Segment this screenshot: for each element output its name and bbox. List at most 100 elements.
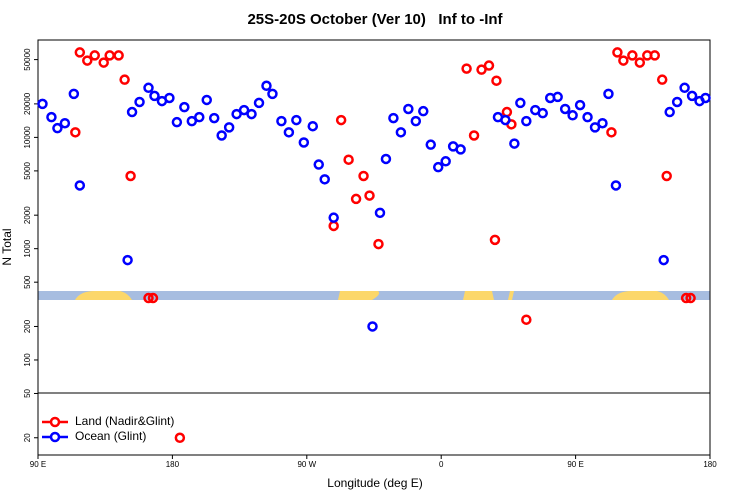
point [74,180,86,191]
point [59,117,71,129]
y-axis-label: N Total [0,228,14,265]
y-tick-label: 500 [23,275,32,289]
point [679,82,690,94]
point [685,292,696,304]
point [261,80,272,92]
point [208,112,220,124]
point [231,108,242,120]
point [661,170,672,182]
point [358,170,369,182]
point [194,111,205,123]
point [171,116,183,128]
point [186,115,198,127]
point [119,74,130,85]
point [174,432,186,444]
point [440,156,451,167]
point [52,122,63,134]
plot-frame [37,39,711,456]
y-tick-label: 20 [23,433,32,442]
point [610,180,622,191]
point [238,104,250,116]
x-tick-label: 180 [703,460,717,469]
point [113,50,124,61]
point [432,161,444,173]
point [574,99,586,111]
point [89,50,100,61]
chart-title: 25S-20S October (Ver 10) Inf to -Inf [247,11,503,28]
point [634,57,646,68]
point [313,159,324,170]
point [686,90,698,102]
point [425,139,436,150]
point [649,50,660,61]
point [253,97,265,109]
point [283,127,295,138]
point [201,94,212,106]
point [612,47,623,58]
point [537,107,548,119]
point [328,220,339,232]
y-tick-label: 50000 [23,48,32,71]
x-axis-label: Longitude (deg E) [327,476,422,490]
legend: Land (Nadir&Glint)Ocean (Glint) [42,414,174,443]
point [476,64,487,75]
point [350,193,362,205]
legend-marker [49,416,61,428]
point [483,60,495,71]
point [606,127,617,138]
point [582,111,593,123]
point [307,120,319,132]
point [364,190,375,201]
point [418,105,429,117]
point [82,55,93,66]
point [276,115,287,127]
point [509,138,520,149]
point [267,88,278,100]
point [216,130,227,141]
point [246,108,257,120]
point [515,97,526,109]
legend-marker [49,431,61,443]
point [134,96,145,108]
x-tick-label: 90 E [30,460,46,469]
point [671,96,683,108]
point [656,74,668,85]
point [552,91,563,103]
y-tick-label: 10000 [23,126,32,149]
point [461,63,472,74]
y-tick-label: 1000 [23,239,32,257]
point [122,254,133,266]
point [680,292,692,304]
point [223,122,235,133]
point [589,122,601,133]
point [298,137,310,148]
y-tick-label: 200 [23,319,32,333]
point [603,88,614,100]
point [664,106,675,118]
point [104,50,115,61]
point [70,127,81,138]
point [343,154,354,165]
point [468,130,480,141]
y-tick-label: 100 [23,353,32,367]
y-tick-label: 50 [23,388,32,397]
y-tick-label: 20000 [23,92,32,115]
point [373,238,384,250]
point [597,117,608,129]
point [319,174,330,185]
x-tick-label: 180 [166,460,180,469]
point [489,234,501,246]
point [37,98,48,110]
point [367,321,378,332]
point [335,114,347,126]
point [700,92,711,104]
point [410,115,422,127]
point [98,57,109,68]
point [125,170,136,182]
land-mask [38,291,710,300]
point [521,314,532,325]
point [627,50,638,61]
point [658,254,669,266]
point [149,90,160,102]
